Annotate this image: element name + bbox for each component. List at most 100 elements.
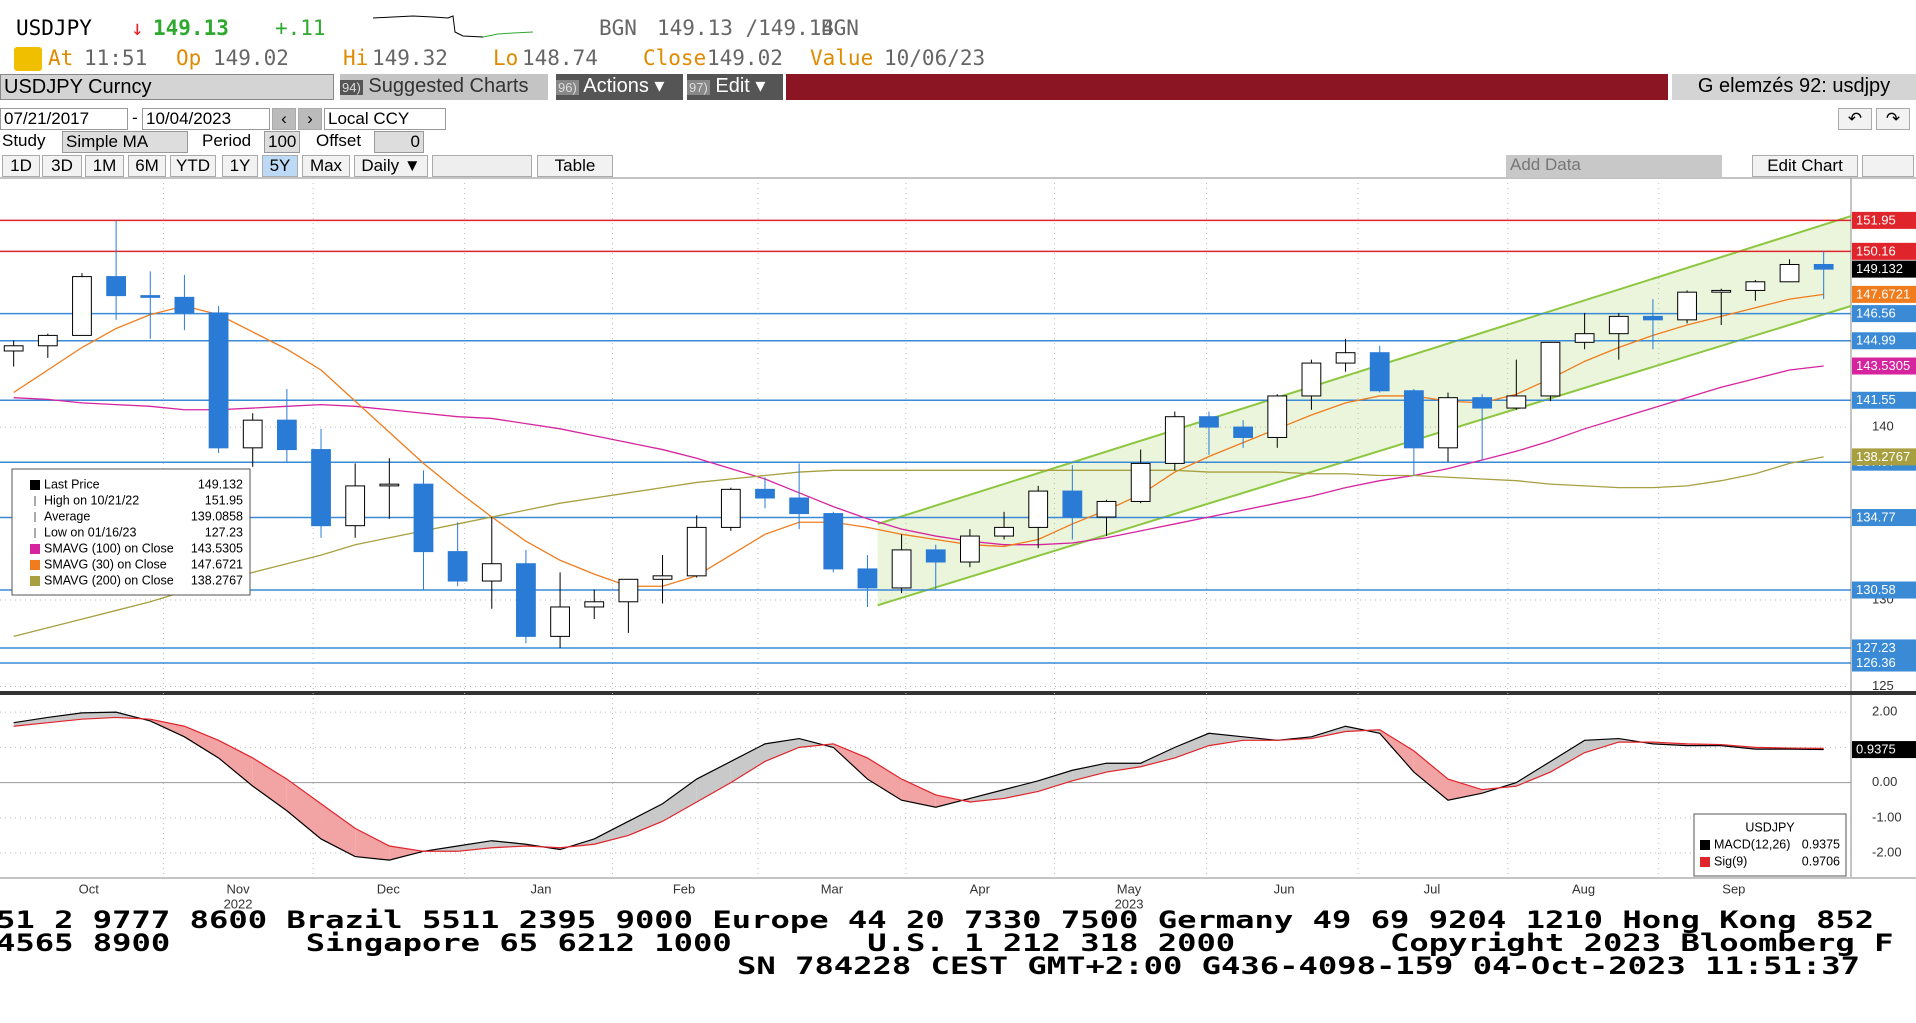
macd-line xyxy=(13,716,1824,852)
level-tag-box xyxy=(1852,509,1916,527)
candle-body xyxy=(1301,362,1322,397)
alert-icon[interactable] xyxy=(14,47,42,71)
menu-label: Actions ▾ xyxy=(583,75,665,97)
legend-swatch xyxy=(1700,857,1710,867)
open-label: Op xyxy=(176,46,202,70)
add-data[interactable]: Add Data xyxy=(1506,155,1722,177)
candle-body xyxy=(242,419,263,449)
candle-body xyxy=(1403,390,1424,449)
candle-body xyxy=(1745,281,1766,291)
channel-line xyxy=(877,215,1852,525)
title-bar xyxy=(786,74,1668,100)
candle-body xyxy=(481,563,502,582)
candle-body xyxy=(447,551,468,582)
macd-tag-box xyxy=(1852,741,1916,759)
legend-value: 0.9706 xyxy=(1802,854,1840,868)
range-button[interactable]: Max xyxy=(302,155,350,177)
x-tick-label: Oct xyxy=(79,881,100,896)
x-year-label: 2022 xyxy=(224,896,253,911)
candle-body xyxy=(72,276,92,336)
level-tag: 130.58 xyxy=(1856,582,1896,597)
edit-chart[interactable]: Edit Chart xyxy=(1752,155,1858,177)
macd-histogram-fill xyxy=(867,757,902,801)
range-button[interactable]: YTD xyxy=(170,155,216,177)
range-button[interactable]: 6M xyxy=(128,155,166,177)
redo-button[interactable]: ↷ xyxy=(1876,108,1910,130)
ma-tag: 143.5305 xyxy=(1856,358,1910,373)
edit-menu[interactable]: 97) Edit ▾ xyxy=(687,74,783,100)
range-button[interactable]: 1D xyxy=(2,155,40,177)
close-label: Close xyxy=(643,46,707,70)
y-tick-label: -2.00 xyxy=(1872,844,1902,859)
level-tag: 151.95 xyxy=(1856,212,1896,227)
legend-swatch xyxy=(1700,840,1710,850)
menu-number: 96) xyxy=(556,80,579,95)
macd-histogram-fill xyxy=(1413,750,1449,801)
x-tick-label: Nov xyxy=(226,881,250,896)
chart-type-buttons[interactable] xyxy=(432,155,532,177)
macd-histogram-fill xyxy=(628,803,663,836)
level-tag-box xyxy=(1852,332,1916,350)
at: 11:51 xyxy=(84,46,148,70)
end-date[interactable]: 10/04/2023 xyxy=(142,108,270,130)
start-date[interactable]: 07/21/2017 xyxy=(0,108,128,130)
moving-average xyxy=(13,456,1824,638)
study-select[interactable]: Simple MA xyxy=(62,131,188,153)
y-tick-label: 125 xyxy=(1872,678,1894,693)
macd-histogram-fill xyxy=(730,743,765,783)
actions-menu[interactable]: 96) Actions ▾ xyxy=(556,74,683,100)
candle-body xyxy=(140,295,161,298)
x-tick-label: Jan xyxy=(530,881,551,896)
period-input[interactable]: 100 xyxy=(264,131,300,153)
legend-value: 143.5305 xyxy=(191,541,243,555)
candle-body xyxy=(1267,395,1288,438)
suggested-charts[interactable]: 94) Suggested Charts xyxy=(340,74,548,100)
low-label: Lo xyxy=(493,46,519,70)
sparkline xyxy=(373,15,534,38)
x-tick-label: Feb xyxy=(673,881,695,896)
undo-button[interactable]: ↶ xyxy=(1838,108,1872,130)
currency-select[interactable]: Local CCY xyxy=(324,108,446,130)
frequency-select[interactable]: Daily ▼ xyxy=(354,155,428,177)
moving-average xyxy=(13,293,1824,587)
legend-label: SMAVG (100) on Close xyxy=(44,541,174,555)
level-tag: 127.23 xyxy=(1856,640,1896,655)
prev-button[interactable]: ‹ xyxy=(272,108,296,130)
range-button[interactable]: 1Y xyxy=(222,155,258,177)
candle-body xyxy=(925,549,946,563)
candle-body xyxy=(1677,291,1697,321)
source: BGN xyxy=(599,16,637,40)
macd-histogram-fill xyxy=(1072,763,1107,781)
next-button[interactable]: › xyxy=(298,108,322,130)
candle-body xyxy=(1608,315,1629,335)
range-button[interactable]: 3D xyxy=(42,155,82,177)
range-button[interactable]: 1M xyxy=(85,155,124,177)
candle-body xyxy=(516,563,536,637)
legend: Last Price 149.132 High on 10/21/22 151.95 A… xyxy=(11,468,251,596)
y-tick-label: 2.00 xyxy=(1872,704,1897,719)
offset-input[interactable]: 0 xyxy=(374,131,424,153)
macd-histogram-fill xyxy=(218,740,253,787)
bid-ask: 149.13 /149.14 xyxy=(657,16,835,40)
candle-body xyxy=(311,449,331,527)
candle-body xyxy=(276,419,297,451)
level-tag-box xyxy=(1852,305,1916,323)
x-tick-label: Dec xyxy=(377,881,401,896)
table-button[interactable]: Table xyxy=(537,155,613,177)
y-tick-label: 140 xyxy=(1872,419,1894,434)
candle-body xyxy=(379,483,400,487)
legend-value: 0.9375 xyxy=(1802,837,1840,851)
ticker: USDJPY xyxy=(16,16,92,40)
channel-line xyxy=(877,305,1852,607)
macd-line xyxy=(13,711,1824,861)
chart-tools[interactable] xyxy=(1862,155,1914,177)
range-button[interactable]: 5Y xyxy=(262,155,298,177)
security[interactable]: USDJPY Curncy xyxy=(0,74,334,100)
candle-body xyxy=(1130,462,1151,502)
candle-body xyxy=(823,513,844,570)
macd-histogram-fill xyxy=(1516,761,1551,787)
macd-histogram-fill xyxy=(13,717,48,727)
source: BGN xyxy=(821,16,859,40)
level-tag-box xyxy=(1852,654,1916,672)
